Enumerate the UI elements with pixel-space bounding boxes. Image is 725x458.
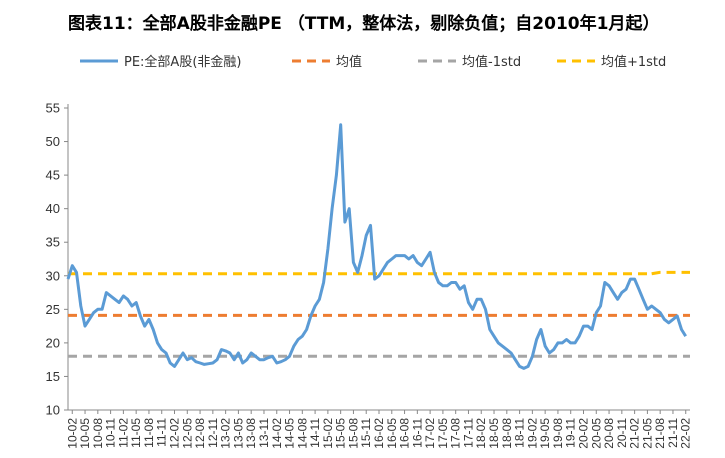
- x-tick-label: 21-11: [666, 418, 680, 448]
- x-tick-label: 18-11: [513, 418, 527, 448]
- x-tick-label: 19-11: [564, 418, 578, 448]
- y-tick-label: 10: [46, 403, 60, 418]
- x-tick-label: 20-05: [589, 418, 603, 449]
- chart-title: 图表11：全部A股非金融PE （TTM，整体法，剔除负值；自2010年1月起）: [68, 14, 660, 34]
- legend-label: 均值+1std: [601, 54, 666, 70]
- y-tick-label: 35: [46, 235, 60, 250]
- x-tick-label: 14-08: [295, 418, 309, 449]
- x-tick-label: 17-08: [449, 418, 463, 449]
- x-tick-label: 19-02: [525, 418, 539, 449]
- x-tick-label: 12-11: [206, 418, 220, 448]
- x-tick-label: 21-08: [653, 418, 667, 449]
- x-tick-label: 13-08: [244, 418, 258, 449]
- x-tick-label: 11-02: [116, 418, 130, 448]
- x-tick-label: 14-02: [270, 418, 284, 449]
- x-tick-label: 10-05: [78, 418, 92, 449]
- x-axis-ticks: 10-0210-0510-0810-1111-0211-0511-0811-11…: [65, 410, 693, 449]
- x-tick-label: 20-11: [615, 418, 629, 448]
- x-tick-label: 15-02: [321, 418, 335, 449]
- x-tick-label: 13-02: [219, 418, 233, 449]
- x-tick-label: 17-11: [461, 418, 475, 448]
- x-tick-label: 10-02: [65, 418, 79, 449]
- x-tick-label: 15-08: [346, 418, 360, 449]
- legend-label: 均值-1std: [462, 54, 521, 70]
- reference-line-tail: [651, 270, 690, 276]
- x-tick-label: 21-05: [640, 418, 654, 449]
- x-tick-label: 12-05: [180, 418, 194, 449]
- x-tick-label: 18-08: [500, 418, 514, 449]
- x-tick-label: 18-05: [487, 418, 501, 449]
- legend: PE:全部A股(非金融) 均值 均值-1std 均值+1std: [80, 54, 666, 70]
- y-tick-label: 50: [46, 134, 60, 149]
- x-tick-label: 11-11: [155, 418, 169, 447]
- x-tick-label: 14-11: [308, 418, 322, 448]
- x-tick-label: 18-02: [474, 418, 488, 449]
- y-tick-label: 20: [46, 335, 60, 350]
- series-lines: [66, 123, 690, 370]
- y-tick-label: 15: [46, 369, 60, 384]
- y-tick-label: 25: [46, 302, 60, 317]
- x-tick-label: 16-08: [398, 418, 412, 449]
- pe-series-line: [66, 123, 687, 370]
- x-tick-label: 22-02: [679, 418, 693, 449]
- x-tick-label: 20-02: [576, 418, 590, 449]
- x-tick-label: 13-11: [257, 418, 271, 448]
- y-tick-label: 55: [46, 101, 60, 116]
- chart-axes: [67, 104, 690, 411]
- x-tick-label: 15-05: [334, 418, 348, 449]
- x-tick-label: 10-08: [91, 418, 105, 449]
- x-tick-label: 16-11: [410, 418, 424, 448]
- x-tick-label: 16-05: [385, 418, 399, 449]
- x-tick-label: 12-02: [168, 418, 182, 449]
- x-tick-label: 10-11: [104, 418, 118, 448]
- x-tick-label: 20-08: [602, 418, 616, 449]
- y-tick-label: 40: [46, 201, 60, 216]
- x-tick-label: 15-11: [359, 418, 373, 448]
- x-tick-label: 11-08: [142, 418, 156, 448]
- legend-label: 均值: [336, 54, 362, 70]
- x-tick-label: 21-02: [628, 418, 642, 449]
- y-axis-ticks: 10 15 20 25 30 35 40 45 50 55: [46, 101, 68, 418]
- x-tick-label: 19-08: [551, 418, 565, 449]
- y-tick-label: 30: [46, 268, 60, 283]
- x-tick-label: 17-05: [436, 418, 450, 449]
- y-tick-label: 45: [46, 168, 60, 183]
- x-tick-label: 14-05: [283, 418, 297, 449]
- x-tick-label: 16-02: [372, 418, 386, 449]
- x-tick-label: 12-08: [193, 418, 207, 449]
- x-tick-label: 11-05: [129, 418, 143, 448]
- x-tick-label: 13-05: [231, 418, 245, 449]
- x-tick-label: 19-05: [538, 418, 552, 449]
- legend-label: PE:全部A股(非金融): [124, 54, 241, 70]
- x-tick-label: 17-02: [423, 418, 437, 449]
